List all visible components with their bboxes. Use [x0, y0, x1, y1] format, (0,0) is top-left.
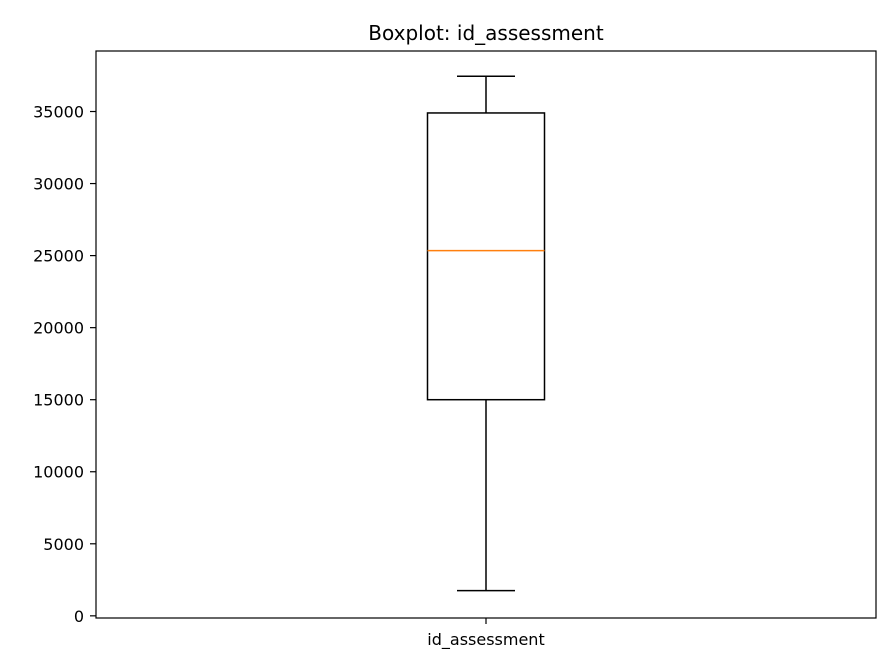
- x-tick-label: id_assessment: [427, 630, 544, 650]
- y-tick-label: 35000: [33, 103, 84, 122]
- y-tick-label: 10000: [33, 463, 84, 482]
- y-tick-label: 5000: [43, 535, 84, 554]
- iqr-box: [426, 112, 546, 401]
- y-tick-label: 0: [74, 607, 84, 626]
- box-group: [426, 75, 546, 592]
- x-axis: id_assessment: [427, 618, 545, 650]
- y-axis: 0 5000 10000 15000 20000 25000 30000 35000: [33, 103, 96, 626]
- y-tick-label: 30000: [33, 175, 84, 194]
- y-tick-label: 25000: [33, 247, 84, 266]
- y-tick-label: 20000: [33, 319, 84, 338]
- y-tick-label: 15000: [33, 391, 84, 410]
- chart-title: Boxplot: id_assessment: [368, 21, 604, 45]
